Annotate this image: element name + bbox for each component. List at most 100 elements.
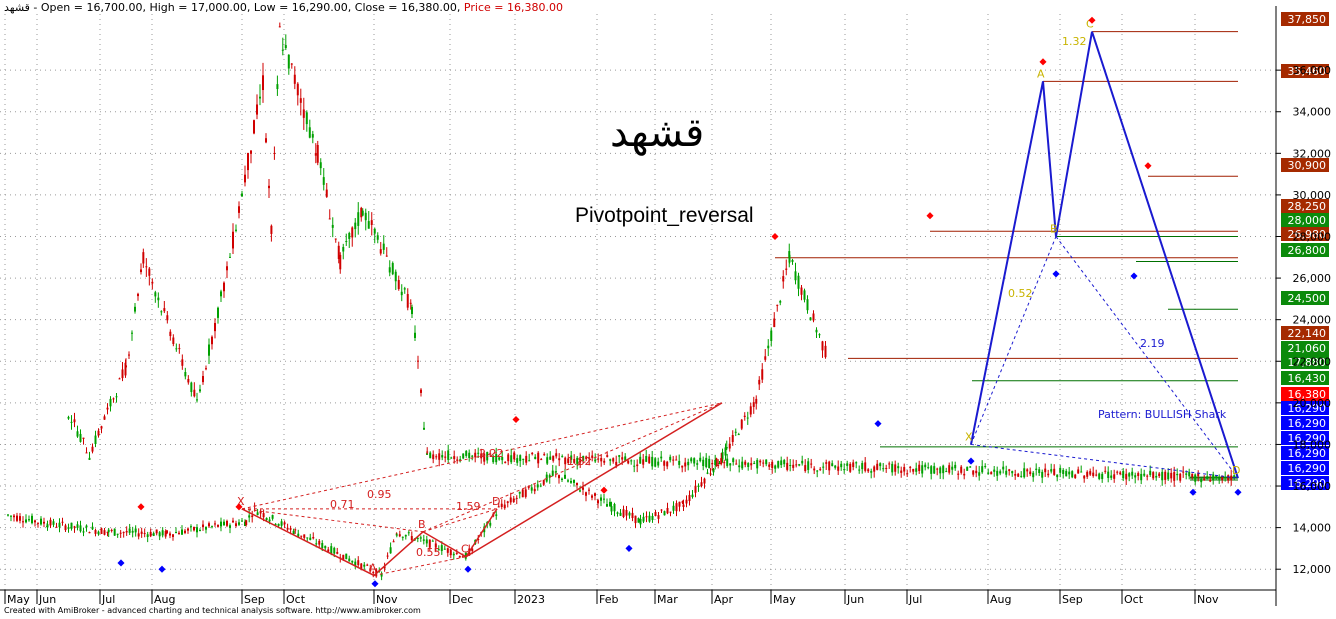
price-bar: [121, 362, 124, 382]
price-bar: [372, 570, 375, 578]
price-bar: [34, 519, 36, 527]
price-level-label-text: 17,880: [1288, 356, 1327, 369]
bar-body: [360, 207, 363, 218]
bar-body: [446, 548, 449, 553]
price-bar: [867, 468, 870, 473]
bar-body: [1068, 471, 1071, 475]
price-bar: [654, 457, 657, 468]
bar-body: [1098, 473, 1101, 479]
price-level-label-text: 16,290: [1288, 477, 1327, 490]
bar-body: [726, 458, 729, 466]
bar-body: [708, 458, 711, 469]
price-bar: [1059, 465, 1062, 478]
bar-body: [735, 463, 738, 465]
price-bar: [669, 454, 672, 463]
bar-body: [918, 464, 921, 472]
price-bar: [148, 266, 151, 286]
bar-body: [660, 509, 663, 511]
y-axis-tick-label: 28,000: [1293, 230, 1332, 243]
price-level-label-bg: [1281, 243, 1329, 257]
bar-body: [705, 457, 708, 468]
price-level-label-bg: [1281, 213, 1329, 227]
bar-body: [606, 455, 609, 457]
bar-body: [251, 515, 254, 518]
bar-body: [422, 539, 425, 541]
bar-body: [576, 482, 578, 486]
price-bar: [588, 487, 590, 495]
price-bar: [648, 511, 651, 523]
bar-body: [709, 473, 712, 475]
price-bar: [217, 524, 219, 528]
price-bar: [924, 462, 927, 471]
pattern-diagonal: [241, 402, 723, 510]
bar-body: [594, 459, 597, 462]
price-bar: [840, 460, 843, 471]
bar-body: [199, 529, 201, 531]
bar-body: [43, 521, 45, 524]
price-bar: [143, 528, 146, 538]
price-bar: [145, 258, 148, 277]
bar-body: [996, 470, 999, 476]
bar-body: [564, 474, 566, 479]
price-bar: [426, 447, 429, 455]
price-bar: [657, 457, 660, 468]
bar-body: [16, 515, 18, 521]
pivot-high-marker: [926, 212, 934, 220]
bar-body: [1062, 469, 1065, 474]
bar-body: [645, 456, 648, 462]
price-level-label-text: 37,850: [1288, 13, 1327, 26]
price-bar: [555, 465, 557, 474]
price-bar: [220, 289, 222, 303]
bar-body: [1137, 473, 1140, 477]
price-bar: [591, 494, 593, 501]
bar-body: [945, 471, 948, 473]
bar-body: [690, 458, 693, 462]
price-bar: [876, 460, 879, 471]
price-bar: [1122, 468, 1125, 482]
price-bar: [345, 553, 348, 560]
price-bar: [100, 425, 103, 434]
bar-body: [351, 227, 354, 238]
bar-body: [471, 455, 474, 457]
price-bar: [401, 536, 404, 541]
bar-body: [654, 512, 657, 516]
price-bar: [79, 520, 82, 533]
bar-body: [657, 461, 660, 466]
bar-body: [666, 507, 669, 514]
bar-body: [506, 501, 509, 504]
bar-body: [238, 522, 240, 525]
bar-body: [151, 281, 154, 284]
price-bar: [731, 430, 734, 446]
bar-body: [265, 138, 267, 143]
price-level-label-bg: [1281, 371, 1329, 385]
bar-body: [373, 228, 376, 234]
bar-body: [121, 369, 124, 379]
bar-body: [681, 465, 684, 468]
bar-body: [134, 306, 136, 312]
bar-body: [149, 531, 152, 537]
price-bar: [978, 466, 981, 481]
price-bar: [660, 509, 663, 514]
bar-body: [311, 134, 314, 138]
price-bar: [981, 460, 984, 474]
price-bar: [645, 449, 648, 463]
x-axis-tick-label: 2023: [517, 593, 545, 606]
price-bar: [437, 545, 440, 551]
price-bar: [290, 63, 293, 69]
price-bar: [118, 377, 121, 380]
price-bar: [855, 461, 858, 469]
price-bar: [244, 519, 246, 527]
price-bar: [861, 460, 864, 474]
bar-body: [292, 530, 295, 535]
bar-body: [1053, 468, 1056, 475]
bar-body: [247, 153, 249, 171]
price-bar: [458, 555, 461, 559]
price-bar: [539, 483, 542, 488]
bar-body: [1164, 471, 1167, 480]
price-bar: [146, 531, 149, 543]
price-bar: [564, 468, 566, 479]
bar-body: [409, 302, 412, 304]
price-level-label: 30,900: [1281, 158, 1329, 172]
price-bar: [82, 527, 85, 537]
price-level-label-bg: [1281, 227, 1329, 241]
